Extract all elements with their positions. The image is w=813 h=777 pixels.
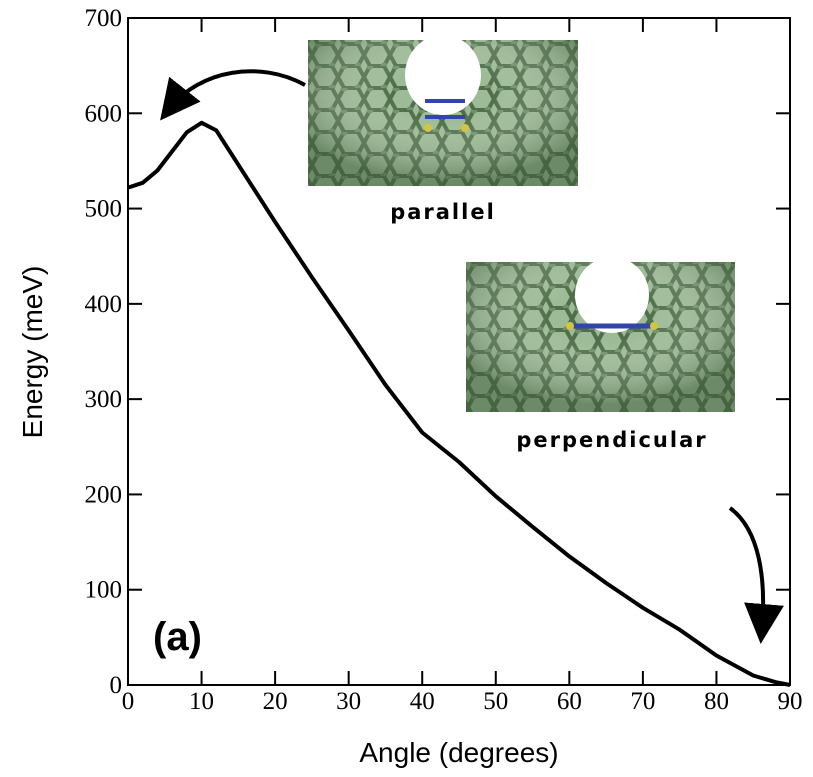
x-tick-label: 0 — [122, 688, 135, 715]
inset-perpendicular: perpendicular — [466, 257, 735, 452]
x-tick-label: 10 — [189, 688, 214, 715]
x-tick-label: 40 — [410, 688, 435, 715]
y-tick-label: 100 — [85, 577, 123, 604]
y-tick-label: 300 — [85, 386, 123, 413]
x-tick-label: 60 — [557, 688, 582, 715]
y-tick-label: 200 — [85, 481, 123, 508]
arrow — [728, 506, 784, 644]
inset-parallel: parallel — [308, 35, 578, 230]
x-tick-label: 70 — [630, 688, 655, 715]
data-line — [127, 120, 791, 687]
plot-frame — [127, 17, 791, 686]
y-tick-label: 400 — [85, 291, 123, 318]
annotation: parallel — [390, 200, 496, 224]
x-axis-label: Angle (degrees) — [359, 737, 558, 768]
plot-area: 0 10 20 30 40 50 60 70 80 90 0 100 200 300 400 500 600 70… — [85, 5, 803, 715]
x-tick-label: 30 — [336, 688, 361, 715]
y-axis-label: Energy (meV) — [17, 266, 48, 439]
y-tick-label: 500 — [85, 196, 123, 223]
x-tick-label: 20 — [263, 688, 288, 715]
x-tick-label: 50 — [483, 688, 508, 715]
y-tick-label: 0 — [110, 672, 123, 699]
x-tick-label: 90 — [778, 688, 803, 715]
x-tick-label: 80 — [704, 688, 729, 715]
y-tick-label: 700 — [85, 5, 123, 32]
annotation: perpendicular — [516, 428, 707, 452]
panel-label: (a) — [153, 615, 202, 659]
arrow — [160, 69, 306, 121]
y-tick-label: 600 — [85, 100, 123, 127]
